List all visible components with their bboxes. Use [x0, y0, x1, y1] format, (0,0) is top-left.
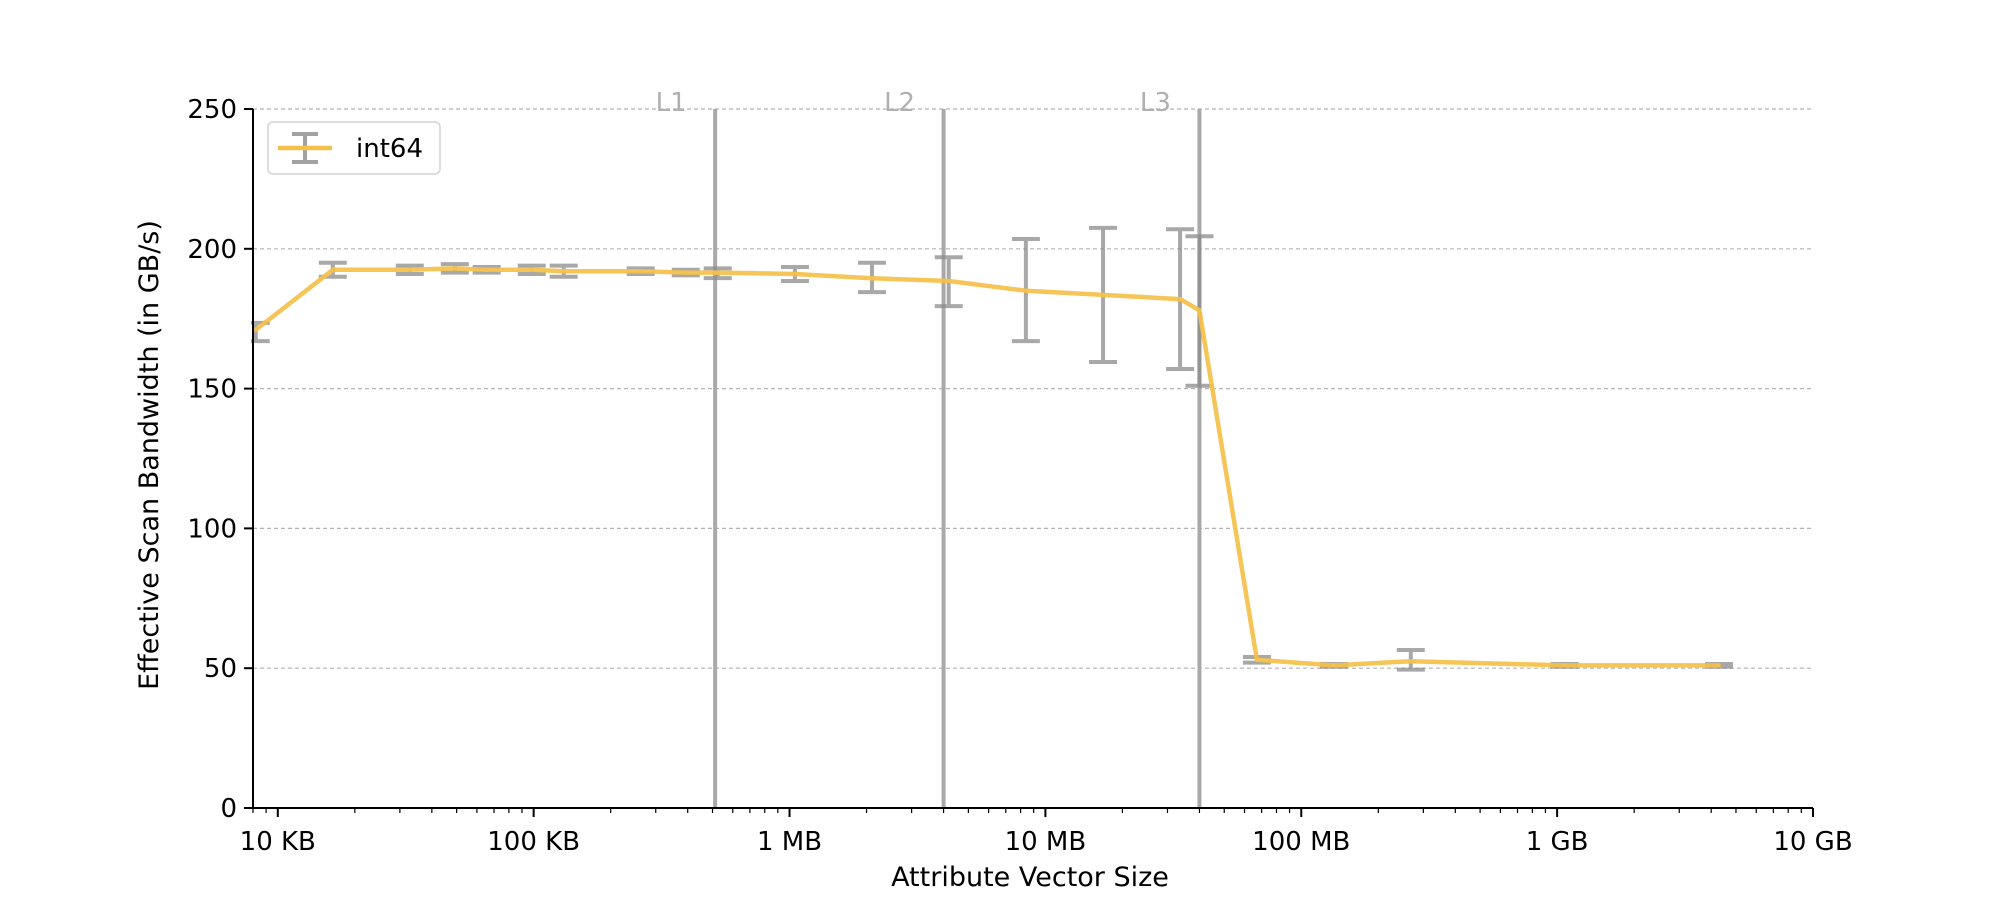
legend: int64	[267, 121, 441, 175]
x-tick-label: 100 KB	[487, 827, 580, 857]
data-point	[638, 269, 643, 274]
y-tick-label: 200	[187, 235, 237, 265]
legend-label: int64	[356, 134, 423, 164]
error-bars-layer	[241, 225, 1733, 672]
data-point	[715, 270, 720, 275]
data-point	[1331, 663, 1336, 668]
data-point	[1716, 663, 1721, 668]
data-point	[1197, 308, 1202, 313]
x-tick-label: 10 GB	[1773, 827, 1852, 857]
data-point	[869, 276, 874, 281]
data-point	[330, 267, 335, 272]
y-axis-title: Effective Scan Bandwidth (in GB/s)	[134, 220, 165, 690]
data-point	[1023, 288, 1028, 293]
x-axis-title: Attribute Vector Size	[891, 862, 1169, 893]
data-point	[561, 269, 566, 274]
x-tick-label: 100 MB	[1252, 827, 1350, 857]
data-point	[484, 267, 489, 272]
y-tick-label: 0	[220, 794, 237, 824]
data-point	[1101, 292, 1106, 297]
data-point	[792, 271, 797, 276]
ref-label-l3: L3	[1140, 88, 1171, 118]
grid-layer	[253, 108, 1813, 669]
data-point	[452, 266, 457, 271]
data-point	[407, 267, 412, 272]
series-layer	[253, 266, 1721, 668]
left-mask	[0, 89, 251, 828]
series-line-int64	[254, 266, 1719, 668]
data-point	[1562, 663, 1567, 668]
reference-lines-layer: L1 L2 L3	[656, 88, 1202, 808]
data-point	[946, 278, 951, 283]
x-tick-label: 10 MB	[1005, 827, 1087, 857]
x-tick-label: 1 GB	[1526, 827, 1589, 857]
data-point	[253, 327, 258, 332]
data-point	[529, 267, 534, 272]
axes-layer: 0 50 100 150 200 250 10 KB 100 KB 1 MB 10 MB 100 M…	[0, 89, 1853, 857]
ref-label-l1: L1	[656, 88, 687, 118]
y-tick-label: 50	[204, 654, 237, 684]
x-tick-label: 10 KB	[240, 827, 316, 857]
y-tick-label: 150	[187, 375, 237, 405]
data-point	[1178, 297, 1183, 302]
y-tick-label: 250	[187, 95, 237, 125]
data-point	[683, 270, 688, 275]
ref-label-l2: L2	[884, 88, 915, 118]
x-tick-label: 1 MB	[757, 827, 822, 857]
y-tick-label: 100	[187, 514, 237, 544]
data-point	[1408, 659, 1413, 664]
data-point	[1254, 657, 1259, 662]
